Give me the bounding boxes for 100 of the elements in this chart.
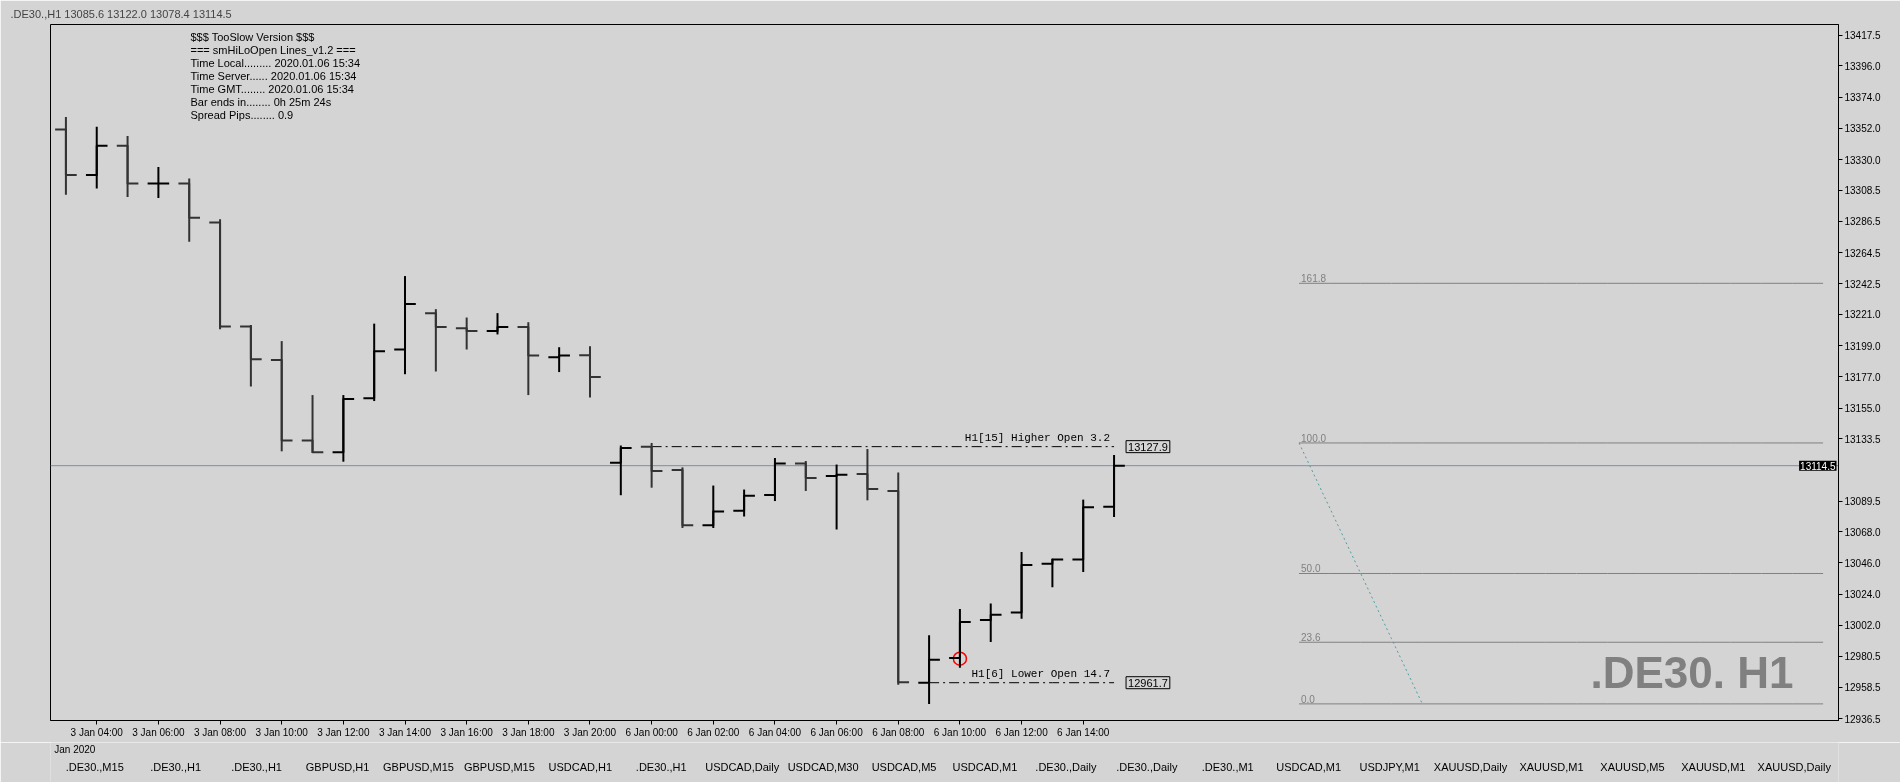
y-tick-label: 13242.5: [1844, 278, 1882, 290]
candlestick: [824, 463, 849, 531]
y-tick-label: 13155.0: [1844, 403, 1882, 415]
text: USDCAD,M5: [871, 760, 937, 773]
text: XAUUSD,Daily: [1757, 760, 1832, 773]
candlestick: [855, 448, 880, 502]
y-tick-label: 13024.0: [1844, 589, 1882, 601]
y-tick-label: 13002.0: [1844, 620, 1882, 632]
candlestick: [670, 466, 695, 530]
y-tick-label: 12980.5: [1844, 651, 1882, 663]
y-tick-label: 12958.5: [1844, 682, 1882, 694]
text: USDJPY,M1: [1359, 760, 1420, 773]
y-tick-label: 13089.5: [1844, 496, 1882, 508]
candlestick: [1102, 454, 1126, 518]
candlestick: [331, 394, 356, 463]
series-label: 23.6: [1301, 632, 1321, 644]
text: .DE30.,H1: [231, 760, 282, 773]
x-tick-label: 6 Jan 06:00: [810, 726, 864, 738]
candlestick: [763, 457, 787, 503]
y-tick-label: 13221.0: [1844, 309, 1882, 321]
y-tick-label: 13177.0: [1844, 371, 1882, 383]
candlestick: [701, 484, 726, 530]
candlestick: [1040, 557, 1065, 589]
text: USDCAD,Daily: [705, 760, 780, 773]
x-tick-label: 3 Jan 20:00: [563, 726, 617, 738]
y-tick-label: 13417.5: [1844, 30, 1882, 42]
text: GBPUSD,H1: [305, 760, 370, 773]
y-tick-label: 13286.5: [1844, 216, 1882, 228]
series-label: 0.0: [1301, 693, 1316, 705]
y-tick-label: 12936.5: [1844, 713, 1882, 725]
text: XAUUSD,M1: [1681, 760, 1746, 773]
x-tick-label: 6 Jan 12:00: [995, 726, 1049, 738]
y-tick-label: 13046.0: [1844, 557, 1882, 569]
x-tick-label: 6 Jan 02:00: [687, 726, 740, 738]
annotation: Bar ends in........ 0h 25m 24s: [190, 95, 332, 108]
chart-title: .DE30.,H1 13085.6 13122.0 13078.4 13114.5: [10, 7, 232, 20]
candlestick: [1009, 550, 1034, 620]
candlestick: [84, 125, 109, 190]
y-tick-label: 13330.0: [1844, 154, 1882, 166]
text: XAUUSD,M1: [1519, 760, 1584, 773]
candlestick: [269, 340, 294, 453]
candlestick: [732, 488, 756, 518]
x-tick-label: 3 Jan 08:00: [193, 726, 247, 738]
candlestick: [362, 322, 386, 403]
x-tick-label: 6 Jan 00:00: [625, 726, 679, 738]
candlestick: [424, 308, 448, 373]
candlestick: [146, 165, 171, 199]
x-tick-label: 6 Jan 04:00: [748, 726, 802, 738]
y-tick-label: 13068.0: [1844, 526, 1882, 538]
y-tick-label: 13133.5: [1844, 433, 1882, 445]
text: XAUUSD,M5: [1600, 760, 1665, 773]
text: USDCAD,M30: [787, 760, 859, 773]
x-tick-label: 3 Jan 12:00: [317, 726, 370, 738]
candlestick: [978, 602, 1003, 644]
x-tick-label: 6 Jan 08:00: [872, 726, 925, 738]
y-tick-label: 13374.0: [1844, 92, 1882, 104]
text: .DE30.,H1: [635, 760, 687, 773]
candlestick: [948, 608, 972, 669]
x-tick-label: 3 Jan 10:00: [255, 726, 309, 738]
candlestick: [639, 441, 664, 489]
candlestick: [54, 115, 78, 196]
candlestick: [485, 312, 510, 336]
series-label: H1[15] Higher Open 3.2: [964, 431, 1111, 444]
text: .DE30.,M1: [1201, 760, 1254, 773]
series-label: 161.8: [1301, 273, 1327, 285]
x-tick-label: 3 Jan 04:00: [70, 726, 124, 738]
annotation: Time GMT........ 2020.01.06 15:34: [190, 82, 354, 95]
text: GBPUSD,M15: [463, 760, 535, 773]
y-tick-label: 13396.0: [1844, 60, 1882, 72]
candlestick: [1071, 498, 1096, 574]
candlestick: [300, 394, 325, 454]
text: USDCAD,M1: [952, 760, 1018, 773]
y-tick-label: 13199.0: [1844, 340, 1882, 352]
candlestick: [516, 321, 541, 397]
text: XAUUSD,Daily: [1433, 760, 1508, 773]
text: .DE30.,Daily: [1035, 760, 1097, 773]
annotation: .DE30. H1: [1590, 647, 1794, 697]
line-series: [1298, 442, 1423, 705]
candlestick: [609, 444, 633, 497]
text: .DE30.,H1: [150, 760, 202, 773]
x-tick-label: 6 Jan 14:00: [1057, 726, 1110, 738]
annotation: Time Local......... 2020.01.06 15:34: [190, 56, 361, 69]
y-tick-label: 13308.5: [1844, 185, 1882, 197]
text: USDCAD,H1: [548, 760, 613, 773]
candlestick: [239, 323, 263, 388]
candlestick: [393, 275, 417, 376]
series-label: 100.0: [1301, 432, 1327, 444]
candlestick: [208, 218, 232, 331]
text: .DE30.,Daily: [1116, 760, 1178, 773]
text: GBPUSD,M15: [383, 760, 454, 773]
candlestick: [578, 345, 602, 399]
series-label: H1[6] Lower Open 14.7: [971, 667, 1111, 680]
candlestick: [177, 177, 202, 243]
data-label: 13127.9: [1128, 440, 1168, 453]
annotation: Time Server...... 2020.01.06 15:34: [190, 69, 357, 82]
candlestick: [454, 316, 479, 351]
x-tick-label: 3 Jan 18:00: [502, 726, 555, 738]
annotation: === smHiLoOpen Lines_v1.2 ===: [190, 43, 356, 56]
y-tick-label: 13352.0: [1844, 123, 1882, 135]
annotation: $$$ TooSlow Version $$$: [190, 30, 315, 43]
